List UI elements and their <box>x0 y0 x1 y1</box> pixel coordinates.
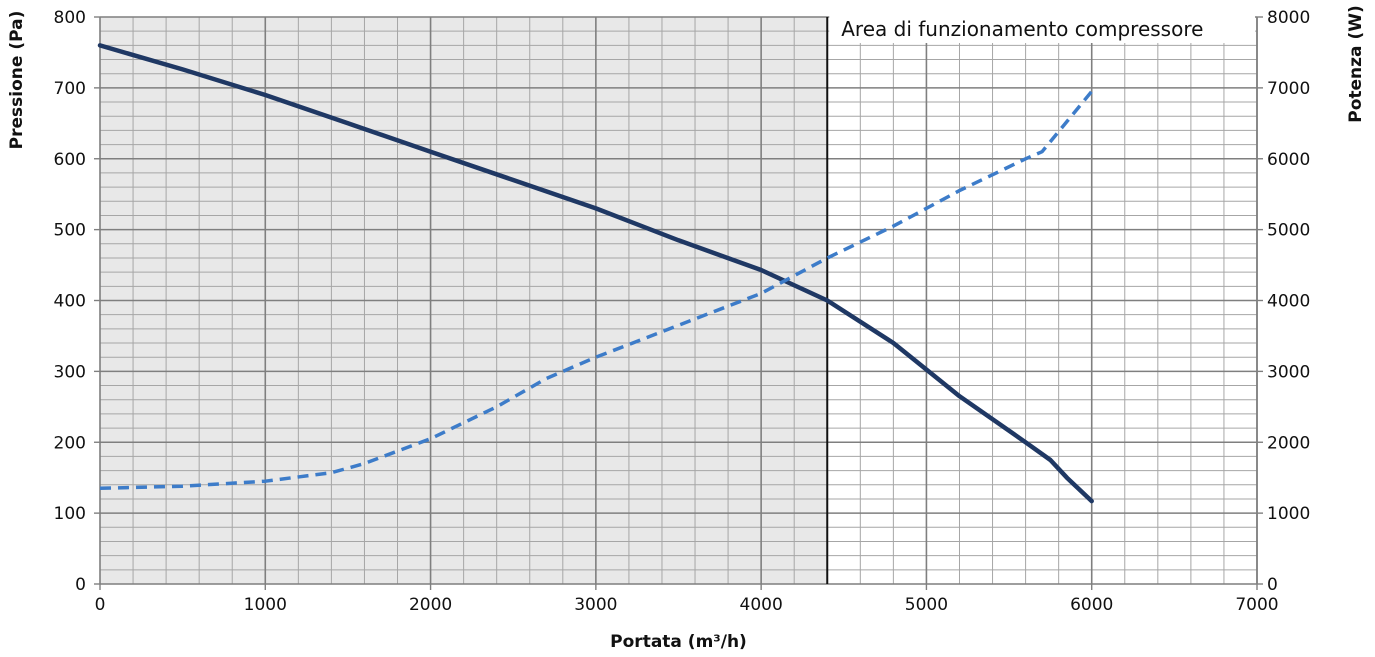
y-tick-label: 0 <box>75 575 86 595</box>
y2-tick-label: 8000 <box>1267 8 1310 28</box>
x-tick-labels: 0 1000 2000 3000 4000 5000 6000 7000 <box>95 595 1279 615</box>
y-tick-label: 300 <box>54 362 86 382</box>
x-tick-label: 0 <box>95 595 106 615</box>
x-tick-label: 6000 <box>1070 595 1113 615</box>
x-tick-label: 4000 <box>740 595 783 615</box>
y2-tick-label: 6000 <box>1267 150 1310 170</box>
y-tick-label: 400 <box>54 292 86 312</box>
pressure-series-line <box>97 43 1094 504</box>
x-tick-label: 3000 <box>574 595 617 615</box>
y-tick-label: 100 <box>54 504 86 524</box>
region-label: Area di funzionamento compressore <box>841 17 1203 41</box>
y-axis-left-title: Pressione (Pa) <box>7 11 27 150</box>
y-axis-right-title: Potenza (W) <box>1346 5 1366 122</box>
y2-tick-label: 1000 <box>1267 504 1310 524</box>
y2-tick-label: 4000 <box>1267 292 1310 312</box>
region-label-background <box>829 9 1255 43</box>
x-tick-label: 1000 <box>244 595 287 615</box>
y2-tick-label: 7000 <box>1267 79 1310 99</box>
x-axis-title: Portata (m³/h) <box>610 632 747 652</box>
y-tick-label: 200 <box>54 433 86 453</box>
series-layer <box>97 43 1094 504</box>
power-series-line <box>99 90 1094 491</box>
y-tick-label: 500 <box>54 221 86 241</box>
x-tick-label: 2000 <box>409 595 452 615</box>
y2-tick-label: 2000 <box>1267 433 1310 453</box>
y-left-tick-labels: 0 100 200 300 400 500 600 700 800 <box>54 8 86 595</box>
y-right-tick-labels: 0 1000 2000 3000 4000 5000 6000 7000 8000 <box>1267 8 1310 595</box>
y-tick-label: 800 <box>54 8 86 28</box>
y2-tick-label: 5000 <box>1267 221 1310 241</box>
y-tick-label: 700 <box>54 79 86 99</box>
y2-tick-label: 0 <box>1267 575 1278 595</box>
x-tick-label: 5000 <box>905 595 948 615</box>
plot-axes <box>94 16 1263 590</box>
x-tick-label: 7000 <box>1235 595 1278 615</box>
y2-tick-label: 3000 <box>1267 362 1310 382</box>
y-tick-label: 600 <box>54 150 86 170</box>
